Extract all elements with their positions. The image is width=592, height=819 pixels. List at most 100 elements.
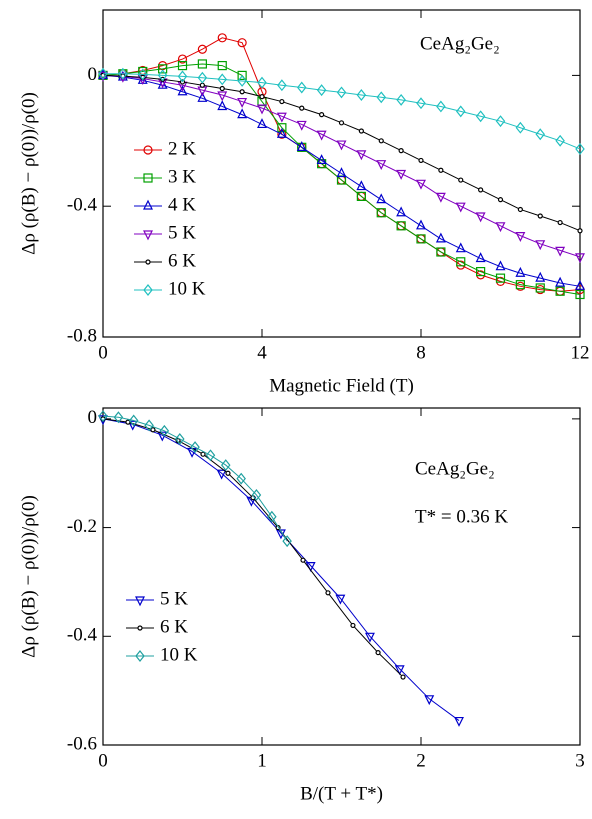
marker	[216, 469, 227, 480]
annotation: T* = 0.36 K	[415, 506, 508, 527]
marker	[316, 154, 327, 165]
marker	[515, 232, 526, 242]
marker	[495, 260, 506, 271]
marker	[555, 134, 565, 147]
marker	[356, 191, 366, 201]
marker	[236, 472, 246, 485]
marker	[325, 590, 331, 596]
marker	[475, 110, 486, 123]
marker	[394, 665, 405, 676]
marker	[277, 123, 287, 133]
marker	[416, 234, 426, 244]
marker	[296, 140, 307, 151]
marker	[217, 73, 228, 86]
marker	[220, 459, 231, 472]
marker	[300, 557, 306, 563]
marker	[319, 112, 325, 118]
marker	[279, 98, 285, 105]
marker	[396, 93, 406, 106]
legend-marker	[143, 199, 153, 210]
marker	[376, 91, 387, 104]
x-tick-label: 1	[257, 750, 267, 771]
x-axis-label: B/(T + T*)	[300, 783, 383, 804]
marker	[416, 97, 426, 110]
marker	[535, 271, 546, 282]
legend-label: 3 K	[168, 166, 196, 187]
marker	[575, 253, 585, 264]
x-tick-label: 3	[575, 750, 585, 771]
marker	[336, 167, 347, 178]
marker	[282, 535, 292, 548]
marker	[515, 280, 525, 290]
marker	[336, 140, 347, 151]
marker	[515, 121, 526, 134]
marker	[277, 79, 287, 92]
marker	[376, 208, 386, 218]
marker	[98, 67, 108, 80]
marker	[259, 94, 265, 100]
marker	[435, 192, 446, 203]
series-line	[102, 63, 581, 295]
marker	[476, 267, 486, 277]
marker	[158, 64, 168, 74]
marker	[217, 33, 227, 43]
marker	[376, 160, 387, 171]
plot-frame	[102, 9, 581, 338]
marker	[197, 91, 208, 102]
legend-label: 6 K	[160, 616, 188, 637]
marker	[555, 286, 565, 296]
marker	[495, 273, 506, 283]
marker	[257, 104, 267, 115]
marker	[197, 44, 207, 54]
marker	[575, 289, 585, 300]
marker	[436, 247, 446, 257]
marker	[495, 222, 506, 233]
marker	[299, 105, 305, 111]
marker	[217, 60, 227, 71]
marker	[237, 97, 248, 108]
marker	[159, 424, 170, 437]
legend-label: 2 K	[168, 138, 196, 159]
marker	[217, 100, 228, 111]
marker	[251, 489, 262, 501]
marker	[398, 148, 404, 154]
marker	[356, 180, 367, 191]
marker	[356, 150, 367, 161]
marker	[137, 68, 148, 81]
marker	[127, 420, 138, 431]
marker	[537, 213, 543, 219]
series-line	[102, 415, 288, 542]
marker	[338, 120, 345, 126]
marker	[455, 242, 466, 253]
marker	[190, 441, 200, 454]
x-tick-label: 2	[416, 750, 426, 771]
y-tick-label: 0	[88, 64, 98, 85]
marker	[438, 167, 444, 173]
y-tick-label: -0.8	[67, 325, 97, 346]
marker	[416, 179, 426, 190]
marker	[358, 128, 364, 134]
series-line	[102, 74, 581, 287]
legend-marker	[143, 145, 153, 155]
legend-label: 5 K	[168, 222, 196, 243]
marker	[296, 81, 307, 94]
marker	[396, 221, 406, 231]
marker	[305, 562, 316, 572]
marker	[356, 89, 367, 101]
marker	[497, 197, 504, 203]
x-tick-label: 0	[98, 342, 108, 363]
marker	[336, 86, 347, 99]
marker	[478, 187, 484, 193]
marker	[177, 70, 188, 83]
marker	[577, 228, 583, 234]
marker	[296, 120, 307, 131]
y-tick-label: -0.4	[67, 625, 98, 646]
marker	[118, 67, 128, 80]
marker	[557, 219, 563, 226]
marker	[237, 38, 247, 48]
y-tick-label: -0.6	[67, 733, 97, 754]
marker	[458, 177, 464, 183]
legend-marker	[143, 230, 153, 241]
marker	[276, 112, 287, 123]
